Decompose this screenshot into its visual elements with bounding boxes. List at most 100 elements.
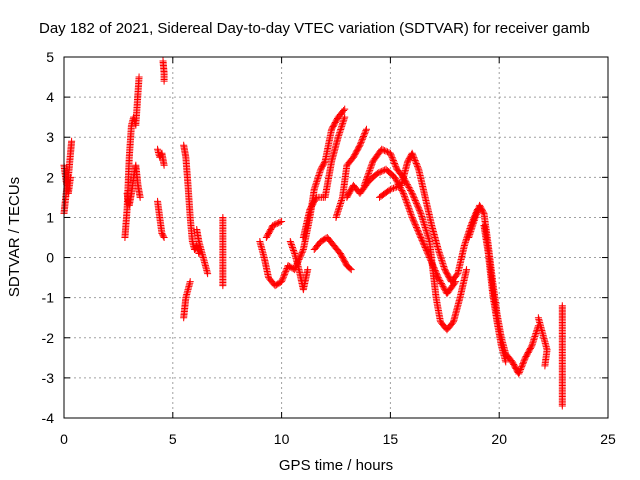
data-point-plus bbox=[403, 179, 411, 187]
data-point-plus bbox=[416, 207, 424, 215]
data-point-plus bbox=[335, 204, 343, 212]
data-point-plus bbox=[332, 213, 340, 221]
data-point-plus bbox=[438, 256, 446, 264]
data-point-plus bbox=[467, 227, 475, 235]
data-point-plus bbox=[312, 181, 320, 189]
data-point-plus bbox=[315, 170, 323, 178]
data-point-plus bbox=[409, 215, 417, 223]
data-point-plus bbox=[390, 158, 398, 166]
data-point-plus bbox=[314, 173, 322, 181]
data-point-plus bbox=[382, 147, 390, 155]
data-point-plus bbox=[358, 137, 366, 145]
data-point-plus bbox=[281, 269, 289, 277]
data-point-plus bbox=[337, 126, 345, 134]
y-tick-label: -3 bbox=[42, 370, 55, 386]
data-point-plus bbox=[479, 208, 487, 216]
data-point-plus bbox=[388, 154, 396, 162]
data-point-plus bbox=[414, 164, 422, 172]
data-point-plus bbox=[439, 259, 447, 267]
data-point-plus bbox=[409, 191, 417, 199]
data-point-plus bbox=[405, 184, 413, 192]
data-point-plus bbox=[313, 178, 321, 186]
data-point-plus bbox=[359, 132, 367, 140]
data-point-plus bbox=[316, 167, 324, 175]
data-point-plus bbox=[160, 161, 168, 169]
y-axis-label: SDTVAR / TECUs bbox=[6, 177, 23, 297]
data-point-plus bbox=[530, 334, 538, 342]
axis-ticks: -4 -3 -2 -1 0 1 2 3 4 5 0 5 10 15 20 25 bbox=[42, 49, 616, 447]
data-point-plus bbox=[406, 207, 414, 215]
data-point-plus bbox=[334, 209, 342, 217]
data-point-plus bbox=[68, 137, 76, 145]
data-point-plus bbox=[416, 231, 424, 239]
data-point-plus bbox=[516, 367, 524, 375]
data-point-plus bbox=[312, 179, 320, 187]
data-point-plus bbox=[414, 228, 422, 236]
data-point-plus bbox=[269, 221, 277, 229]
data-point-plus bbox=[316, 168, 324, 176]
data-point-plus bbox=[437, 279, 445, 287]
data-point-plus bbox=[410, 194, 418, 202]
data-point-plus bbox=[361, 178, 369, 186]
data-point-plus bbox=[472, 212, 480, 220]
data-point-plus bbox=[411, 155, 419, 163]
data-point-plus bbox=[289, 245, 297, 253]
data-point-plus bbox=[528, 342, 536, 350]
data-marks bbox=[60, 57, 566, 410]
data-point-plus bbox=[413, 201, 421, 209]
data-point-plus bbox=[405, 206, 413, 214]
data-point-plus bbox=[339, 119, 347, 127]
data-point-plus bbox=[404, 203, 412, 211]
data-point-plus bbox=[407, 186, 415, 194]
data-point-plus bbox=[415, 205, 423, 213]
data-point-plus bbox=[367, 162, 375, 170]
data-point-plus bbox=[388, 152, 396, 160]
data-point-plus bbox=[412, 222, 420, 230]
data-point-plus bbox=[402, 195, 410, 203]
data-point-plus bbox=[416, 232, 424, 240]
data-point-plus bbox=[339, 118, 347, 126]
x-tick-label: 10 bbox=[274, 431, 290, 447]
data-point-plus bbox=[160, 77, 168, 85]
y-tick-label: 5 bbox=[46, 49, 54, 65]
data-point-plus bbox=[340, 115, 348, 123]
data-point-plus bbox=[290, 247, 298, 255]
data-point-plus bbox=[419, 239, 427, 247]
y-tick-label: -2 bbox=[42, 330, 55, 346]
data-point-plus bbox=[437, 278, 445, 286]
data-point-plus bbox=[365, 168, 373, 176]
data-point-plus bbox=[403, 181, 411, 189]
data-point-plus bbox=[440, 264, 448, 272]
data-point-plus bbox=[408, 149, 416, 157]
data-point-plus bbox=[434, 246, 442, 254]
data-point-plus bbox=[407, 209, 415, 217]
data-point-plus bbox=[411, 221, 419, 229]
data-point-plus bbox=[437, 255, 445, 263]
data-point-plus bbox=[413, 161, 421, 169]
data-point-plus bbox=[389, 155, 397, 163]
data-point-plus bbox=[412, 198, 420, 206]
data-point-plus bbox=[401, 192, 409, 200]
data-point-plus bbox=[414, 204, 422, 212]
data-point-plus bbox=[362, 125, 370, 133]
data-point-plus bbox=[414, 226, 422, 234]
data-point-plus bbox=[406, 185, 414, 193]
data-point-plus bbox=[435, 275, 443, 283]
data-point-plus bbox=[275, 219, 283, 227]
data-point-plus bbox=[337, 200, 345, 208]
data-point-plus bbox=[527, 343, 535, 351]
data-point-plus bbox=[519, 360, 527, 368]
data-point-plus bbox=[362, 175, 370, 183]
data-point-plus bbox=[461, 240, 469, 248]
data-point-plus bbox=[399, 189, 407, 197]
data-point-plus bbox=[469, 221, 477, 229]
data-point-plus bbox=[136, 193, 144, 201]
y-tick-label: 3 bbox=[46, 129, 54, 145]
data-point-plus bbox=[392, 162, 400, 170]
data-point-plus bbox=[465, 234, 473, 241]
data-point-plus bbox=[520, 358, 528, 366]
data-point-plus bbox=[278, 278, 286, 286]
data-point-plus bbox=[341, 113, 349, 121]
data-point-plus bbox=[414, 162, 422, 170]
data-point-plus bbox=[461, 238, 469, 246]
